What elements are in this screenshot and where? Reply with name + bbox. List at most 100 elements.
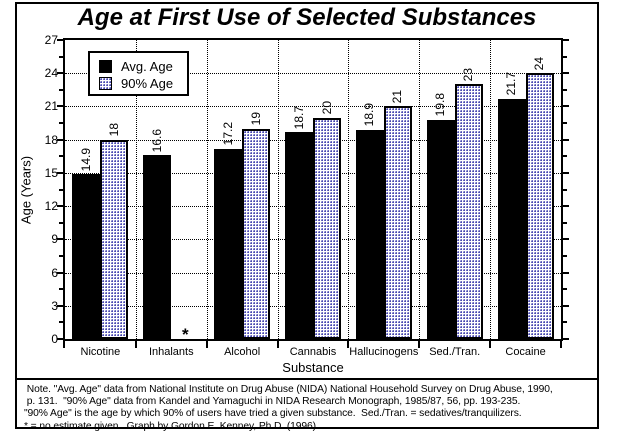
y-axis-tick	[57, 304, 63, 307]
bar-nicotine-avg-age	[72, 174, 101, 339]
bar-nicotine-90pct-age	[100, 139, 129, 339]
gridline-horizontal	[65, 73, 561, 75]
note-line-4: * = no estimate given. Graph by Gordon E…	[24, 420, 319, 432]
legend-label-avg-age: Avg. Age	[121, 59, 173, 74]
bar-sed-tran--90pct-age	[454, 84, 483, 339]
gridline-vertical	[206, 40, 208, 339]
y-axis-tick-right	[563, 254, 567, 257]
y-axis-tick-right	[563, 271, 569, 274]
gridline-vertical	[135, 40, 137, 339]
notes-box: Note. "Avg. Age" data from National Inst…	[16, 378, 598, 432]
bar-value-text: 21	[390, 90, 405, 104]
bar-value-label: 18.7	[285, 59, 313, 129]
outer-border	[15, 2, 599, 429]
y-axis-tick-right	[563, 205, 569, 208]
bar-cocaine-avg-age	[497, 98, 526, 339]
y-axis-tick-right	[563, 122, 567, 125]
y-axis-tick	[59, 88, 63, 91]
x-axis-tick	[63, 341, 65, 348]
bar-inhalants-avg-age	[143, 155, 172, 339]
bar-cannabis-avg-age	[285, 131, 313, 339]
x-axis-tick	[418, 341, 421, 348]
chart-title: Age at First Use of Selected Substances	[77, 4, 537, 31]
bar-value-text: 24	[532, 56, 547, 71]
legend: Avg. Age 90% Age	[88, 51, 189, 96]
y-tick-label: 24	[44, 66, 58, 81]
x-axis-title: Substance	[282, 360, 344, 375]
bar-cannabis-90pct-age	[313, 117, 341, 339]
y-tick-label: 18	[44, 132, 58, 147]
y-axis-tick	[57, 39, 63, 41]
y-axis-tick-right	[563, 138, 569, 141]
y-axis-tick	[59, 321, 63, 324]
y-axis-tick-right	[563, 72, 569, 75]
ninety-pct-age-swatch-icon	[99, 77, 112, 90]
x-axis-tick	[276, 341, 279, 348]
y-tick-label: 9	[51, 232, 58, 247]
y-axis-tick-right	[563, 105, 569, 108]
y-axis-tick	[57, 205, 63, 208]
bar-value-text: 14.9	[78, 147, 93, 171]
y-axis-tick-right	[563, 188, 567, 191]
bar-value-text: 20	[319, 101, 334, 115]
bar-value-text: 18	[106, 123, 121, 137]
bar-value-text: 18.7	[291, 105, 306, 129]
bar-value-text: 19	[248, 112, 263, 126]
y-axis-tick	[57, 271, 63, 274]
y-axis-tick-right	[563, 338, 569, 340]
y-axis-tick-right	[563, 221, 567, 224]
bar-value-label: 14.9	[72, 101, 100, 171]
y-tick-label: 15	[44, 165, 58, 180]
note-line-3: "90% Age" is the age by which 90% of use…	[24, 408, 522, 420]
bar-cocaine-90pct-age	[525, 73, 554, 339]
bar-value-label: 19	[242, 56, 270, 126]
avg-age-swatch-icon	[99, 60, 112, 73]
bar-value-label: 18.9	[356, 57, 384, 126]
y-axis-tick	[59, 288, 63, 291]
y-axis-tick-right	[563, 39, 569, 41]
legend-item-avg-age: Avg. Age	[90, 58, 187, 75]
y-tick-label: 21	[44, 99, 58, 114]
x-category-label: Inhalants	[148, 346, 194, 358]
y-axis-tick-right	[563, 88, 567, 91]
y-axis-tick	[57, 105, 63, 108]
y-axis-tick	[59, 155, 63, 158]
legend-label-90pct-age: 90% Age	[121, 76, 174, 91]
legend-item-90pct-age: 90% Age	[90, 75, 187, 92]
y-axis-tick	[59, 254, 63, 257]
bar-value-text: 17.2	[220, 122, 235, 146]
x-category-label: Hallucinogens	[349, 346, 419, 358]
y-axis-tick	[57, 171, 63, 174]
y-axis-tick	[57, 338, 63, 340]
y-axis-tick	[59, 188, 63, 191]
y-axis-tick-right	[563, 238, 569, 241]
no-estimate-asterisk: *	[181, 325, 189, 344]
gridline-horizontal	[65, 106, 561, 108]
bar-value-label: 20	[313, 45, 341, 115]
y-tick-label: 3	[51, 298, 58, 313]
y-axis-tick-right	[563, 321, 567, 324]
bar-value-text: 23	[461, 67, 476, 82]
bar-hallucinogens-90pct-age	[383, 106, 412, 339]
y-tick-label: 12	[44, 199, 58, 214]
y-axis-tick	[57, 238, 63, 241]
y-axis-tick	[59, 122, 63, 125]
y-axis-tick-right	[563, 55, 567, 58]
y-tick-label: 6	[51, 265, 58, 280]
x-axis-tick	[560, 341, 562, 348]
x-category-label: Nicotine	[80, 346, 121, 358]
bar-value-text: 19.8	[433, 93, 448, 117]
gridline-vertical	[277, 40, 279, 339]
bar-value-label: 21	[384, 33, 412, 103]
y-axis-tick	[57, 72, 63, 75]
x-category-label: Cocaine	[505, 346, 546, 358]
x-axis-tick	[205, 341, 208, 348]
y-axis-tick-right	[563, 155, 567, 158]
y-axis-tick-right	[563, 288, 567, 291]
x-category-label: Alcohol	[224, 346, 261, 358]
plot-area: Avg. Age 90% Age 14.9 16.6 17.2 18.7 18.9 19.…	[57, 38, 569, 348]
y-axis-tick	[59, 55, 63, 58]
bar-value-text: 21.7	[504, 72, 519, 96]
x-axis-tick	[489, 341, 492, 348]
